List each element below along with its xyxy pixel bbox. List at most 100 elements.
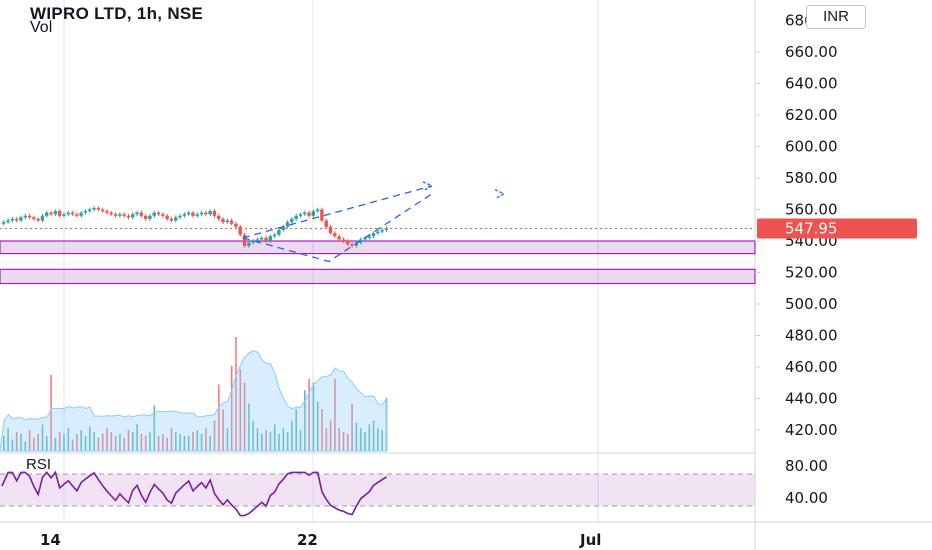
currency-button[interactable]: INR [806, 5, 866, 29]
rsi-band [0, 474, 755, 506]
candle [367, 236, 371, 238]
candle [113, 214, 118, 216]
candle [143, 215, 148, 219]
candle [165, 215, 169, 219]
volume-bar [114, 435, 117, 451]
candle [346, 241, 350, 245]
price-tick-label: 440.00 [785, 390, 838, 408]
candle [53, 211, 57, 215]
volume-bar [200, 433, 203, 451]
price-tick-label: 500.00 [785, 295, 838, 313]
volume-bar [213, 420, 216, 451]
candles [0, 206, 755, 248]
candle [208, 211, 212, 215]
candle [45, 212, 49, 216]
candle [303, 212, 307, 215]
volume-bar [153, 405, 156, 451]
candle [272, 234, 277, 237]
candle [100, 209, 105, 212]
candle [290, 218, 294, 223]
price-tick-label: 480.00 [785, 327, 838, 345]
volume-bar [252, 420, 254, 451]
volume-bar [123, 437, 125, 451]
volume-bar [67, 428, 70, 451]
candle [57, 211, 62, 216]
candle [199, 212, 204, 215]
volume-bar [316, 401, 319, 451]
rsi-pane [0, 470, 755, 517]
volume-bar [312, 382, 315, 451]
candle [221, 218, 225, 223]
volume-bar [41, 424, 44, 451]
candle [328, 226, 333, 234]
volume-bar [54, 437, 57, 451]
volume-bar [329, 420, 332, 451]
candle [6, 220, 10, 223]
candle [92, 207, 96, 210]
candle [169, 218, 174, 221]
support-zone [0, 240, 756, 255]
volume-label: Vol [30, 19, 53, 36]
volume-bar [149, 432, 151, 451]
time-tick-label: Jul [579, 531, 601, 549]
candle [229, 220, 234, 224]
volume-bar [226, 428, 229, 451]
volume-bar [304, 390, 306, 451]
volume-bar [37, 433, 39, 451]
candle [126, 215, 131, 218]
price-tick-label: 640.00 [785, 75, 838, 93]
rsi-tick-label: 80.00 [785, 457, 828, 475]
volume-bar [7, 428, 9, 451]
volume-bar [196, 430, 199, 451]
support-zone [0, 268, 756, 285]
volume-bar [355, 422, 358, 451]
symbol-title[interactable]: WIPRO LTD, 1h, NSE [30, 4, 204, 23]
candle [324, 220, 328, 227]
rsi-tick-label: 40.00 [785, 489, 828, 507]
last-price-tag-bg [757, 218, 917, 239]
volume-bar [28, 430, 31, 451]
candle [152, 212, 156, 216]
price-tick-label: 580.00 [785, 169, 838, 187]
volume-bar [248, 403, 250, 451]
volume-bar [222, 409, 224, 451]
candle [122, 214, 126, 216]
candle [131, 214, 135, 218]
volume-bar [166, 437, 168, 451]
candle [277, 229, 281, 235]
volume-bar [192, 432, 194, 451]
volume-bar [338, 428, 340, 451]
volume-bar [295, 409, 297, 451]
candle [79, 212, 83, 216]
candle [376, 231, 380, 234]
candle [182, 214, 186, 216]
volume-bar [239, 369, 242, 451]
volume-bar [162, 433, 164, 451]
candle [135, 212, 139, 215]
candle [380, 229, 384, 232]
price-tick-label: 600.00 [785, 138, 838, 156]
projection-lines [242, 181, 506, 263]
rsi-label: RSI [26, 456, 52, 473]
projection-channel [242, 185, 433, 239]
candle [247, 242, 251, 246]
volume-bar [170, 428, 173, 451]
candle [36, 218, 40, 221]
volume-bar [106, 428, 108, 451]
volume-bar [321, 409, 323, 451]
candle [19, 217, 23, 221]
candle [204, 212, 208, 215]
volume-bar [256, 428, 259, 451]
candle [96, 207, 100, 210]
volume-bar [299, 430, 302, 451]
candle [195, 214, 199, 216]
volume-bar [261, 433, 263, 451]
candle [341, 239, 346, 241]
candle [337, 236, 341, 240]
volume-bar [58, 432, 61, 451]
volume-bar [243, 382, 246, 451]
candle [70, 212, 75, 215]
candle [14, 218, 19, 221]
candle [212, 211, 217, 216]
